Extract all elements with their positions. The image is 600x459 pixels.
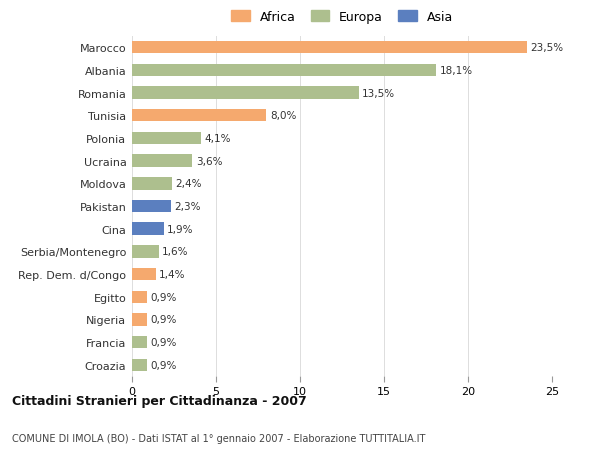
Text: 4,1%: 4,1% [204,134,231,144]
Text: 0,9%: 0,9% [151,337,177,347]
Bar [132,132,201,145]
Text: 2,3%: 2,3% [174,202,200,212]
Text: 8,0%: 8,0% [270,111,296,121]
Text: 13,5%: 13,5% [362,88,395,98]
Bar [132,223,164,235]
Legend: Africa, Europa, Asia: Africa, Europa, Asia [231,11,453,24]
Bar [132,178,172,190]
Bar [132,110,266,122]
Bar [132,200,170,213]
Text: COMUNE DI IMOLA (BO) - Dati ISTAT al 1° gennaio 2007 - Elaborazione TUTTITALIA.I: COMUNE DI IMOLA (BO) - Dati ISTAT al 1° … [12,433,425,442]
Text: 0,9%: 0,9% [151,292,177,302]
Text: 2,4%: 2,4% [176,179,202,189]
Bar [132,64,436,77]
Text: 1,6%: 1,6% [162,247,189,257]
Bar [132,359,147,371]
Bar [132,87,359,100]
Text: 0,9%: 0,9% [151,360,177,370]
Text: 1,9%: 1,9% [167,224,194,234]
Text: 23,5%: 23,5% [530,43,563,53]
Text: 1,4%: 1,4% [159,269,185,280]
Bar [132,42,527,54]
Bar [132,291,147,303]
Bar [132,336,147,349]
Text: 18,1%: 18,1% [439,66,473,76]
Bar [132,313,147,326]
Text: 0,9%: 0,9% [151,315,177,325]
Bar [132,155,193,168]
Bar [132,268,155,281]
Text: 3,6%: 3,6% [196,156,223,166]
Text: Cittadini Stranieri per Cittadinanza - 2007: Cittadini Stranieri per Cittadinanza - 2… [12,394,307,407]
Bar [132,246,159,258]
